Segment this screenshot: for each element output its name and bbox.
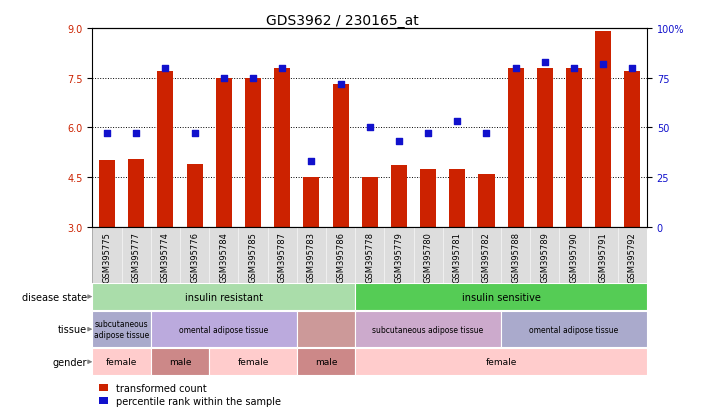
Bar xyxy=(274,69,290,227)
Text: GSM395782: GSM395782 xyxy=(482,232,491,282)
Bar xyxy=(245,79,261,227)
Text: insulin resistant: insulin resistant xyxy=(185,292,263,302)
Point xyxy=(597,61,609,68)
Point xyxy=(481,131,492,137)
Point xyxy=(306,159,317,165)
Point xyxy=(247,75,259,82)
Point xyxy=(626,65,638,72)
Point xyxy=(568,65,579,72)
Bar xyxy=(537,69,553,227)
Bar xyxy=(92,349,151,375)
Bar xyxy=(99,161,115,227)
Point xyxy=(364,125,375,131)
Bar xyxy=(355,311,501,347)
Bar xyxy=(479,174,494,227)
Text: female: female xyxy=(486,357,517,366)
Text: GSM395788: GSM395788 xyxy=(511,232,520,282)
Bar xyxy=(333,85,348,227)
Point xyxy=(422,131,434,137)
Text: GSM395775: GSM395775 xyxy=(102,232,112,282)
Text: disease state: disease state xyxy=(22,292,87,302)
Point xyxy=(335,81,346,88)
Bar xyxy=(362,178,378,227)
Point xyxy=(277,65,288,72)
Bar xyxy=(595,32,611,227)
Text: GSM395780: GSM395780 xyxy=(424,232,432,282)
Text: GSM395792: GSM395792 xyxy=(628,232,637,282)
Bar xyxy=(501,311,647,347)
Bar xyxy=(151,311,296,347)
Text: subcutaneous
adipose tissue: subcutaneous adipose tissue xyxy=(94,320,149,339)
Text: GSM395791: GSM395791 xyxy=(599,232,608,282)
Bar xyxy=(355,283,647,310)
Bar xyxy=(215,78,232,227)
Text: GSM395789: GSM395789 xyxy=(540,232,550,282)
Text: GSM395778: GSM395778 xyxy=(365,232,374,282)
Point xyxy=(539,59,550,66)
Legend: transformed count, percentile rank within the sample: transformed count, percentile rank withi… xyxy=(97,382,283,408)
Text: GSM395777: GSM395777 xyxy=(132,232,141,282)
Text: omental adipose tissue: omental adipose tissue xyxy=(530,325,619,334)
Bar xyxy=(391,166,407,227)
Text: gender: gender xyxy=(53,357,87,367)
Bar xyxy=(508,69,524,227)
Point xyxy=(510,65,521,72)
Bar xyxy=(157,72,173,227)
Bar xyxy=(355,349,647,375)
Bar xyxy=(296,311,355,347)
Text: GSM395787: GSM395787 xyxy=(278,232,287,282)
Text: insulin sensitive: insulin sensitive xyxy=(461,292,540,302)
Point xyxy=(189,131,201,137)
Point xyxy=(160,65,171,72)
Text: GSM395783: GSM395783 xyxy=(307,232,316,282)
Bar xyxy=(186,164,203,227)
Text: GSM395784: GSM395784 xyxy=(219,232,228,282)
Text: GSM395786: GSM395786 xyxy=(336,232,345,282)
Text: GSM395785: GSM395785 xyxy=(248,232,257,282)
Text: female: female xyxy=(106,357,137,366)
Title: GDS3962 / 230165_at: GDS3962 / 230165_at xyxy=(266,14,418,28)
Bar xyxy=(420,169,436,227)
Text: male: male xyxy=(169,357,191,366)
Bar xyxy=(209,349,296,375)
Point xyxy=(393,139,405,145)
Text: tissue: tissue xyxy=(58,324,87,335)
Bar xyxy=(624,72,641,227)
Text: GSM395776: GSM395776 xyxy=(190,232,199,282)
Bar xyxy=(151,349,209,375)
Text: GSM395779: GSM395779 xyxy=(395,232,403,282)
Point xyxy=(102,131,113,137)
Text: female: female xyxy=(237,357,269,366)
Text: subcutaneous adipose tissue: subcutaneous adipose tissue xyxy=(373,325,483,334)
Bar xyxy=(92,283,355,310)
Bar xyxy=(128,159,144,227)
Point xyxy=(131,131,142,137)
Bar xyxy=(304,178,319,227)
Bar xyxy=(566,69,582,227)
Bar xyxy=(296,349,355,375)
Text: omental adipose tissue: omental adipose tissue xyxy=(179,325,269,334)
Text: GSM395781: GSM395781 xyxy=(453,232,461,282)
Point xyxy=(218,75,230,82)
Text: GSM395774: GSM395774 xyxy=(161,232,170,282)
Text: male: male xyxy=(315,357,337,366)
Bar xyxy=(449,169,465,227)
Bar xyxy=(92,311,151,347)
Text: GSM395790: GSM395790 xyxy=(570,232,579,282)
Point xyxy=(451,119,463,126)
